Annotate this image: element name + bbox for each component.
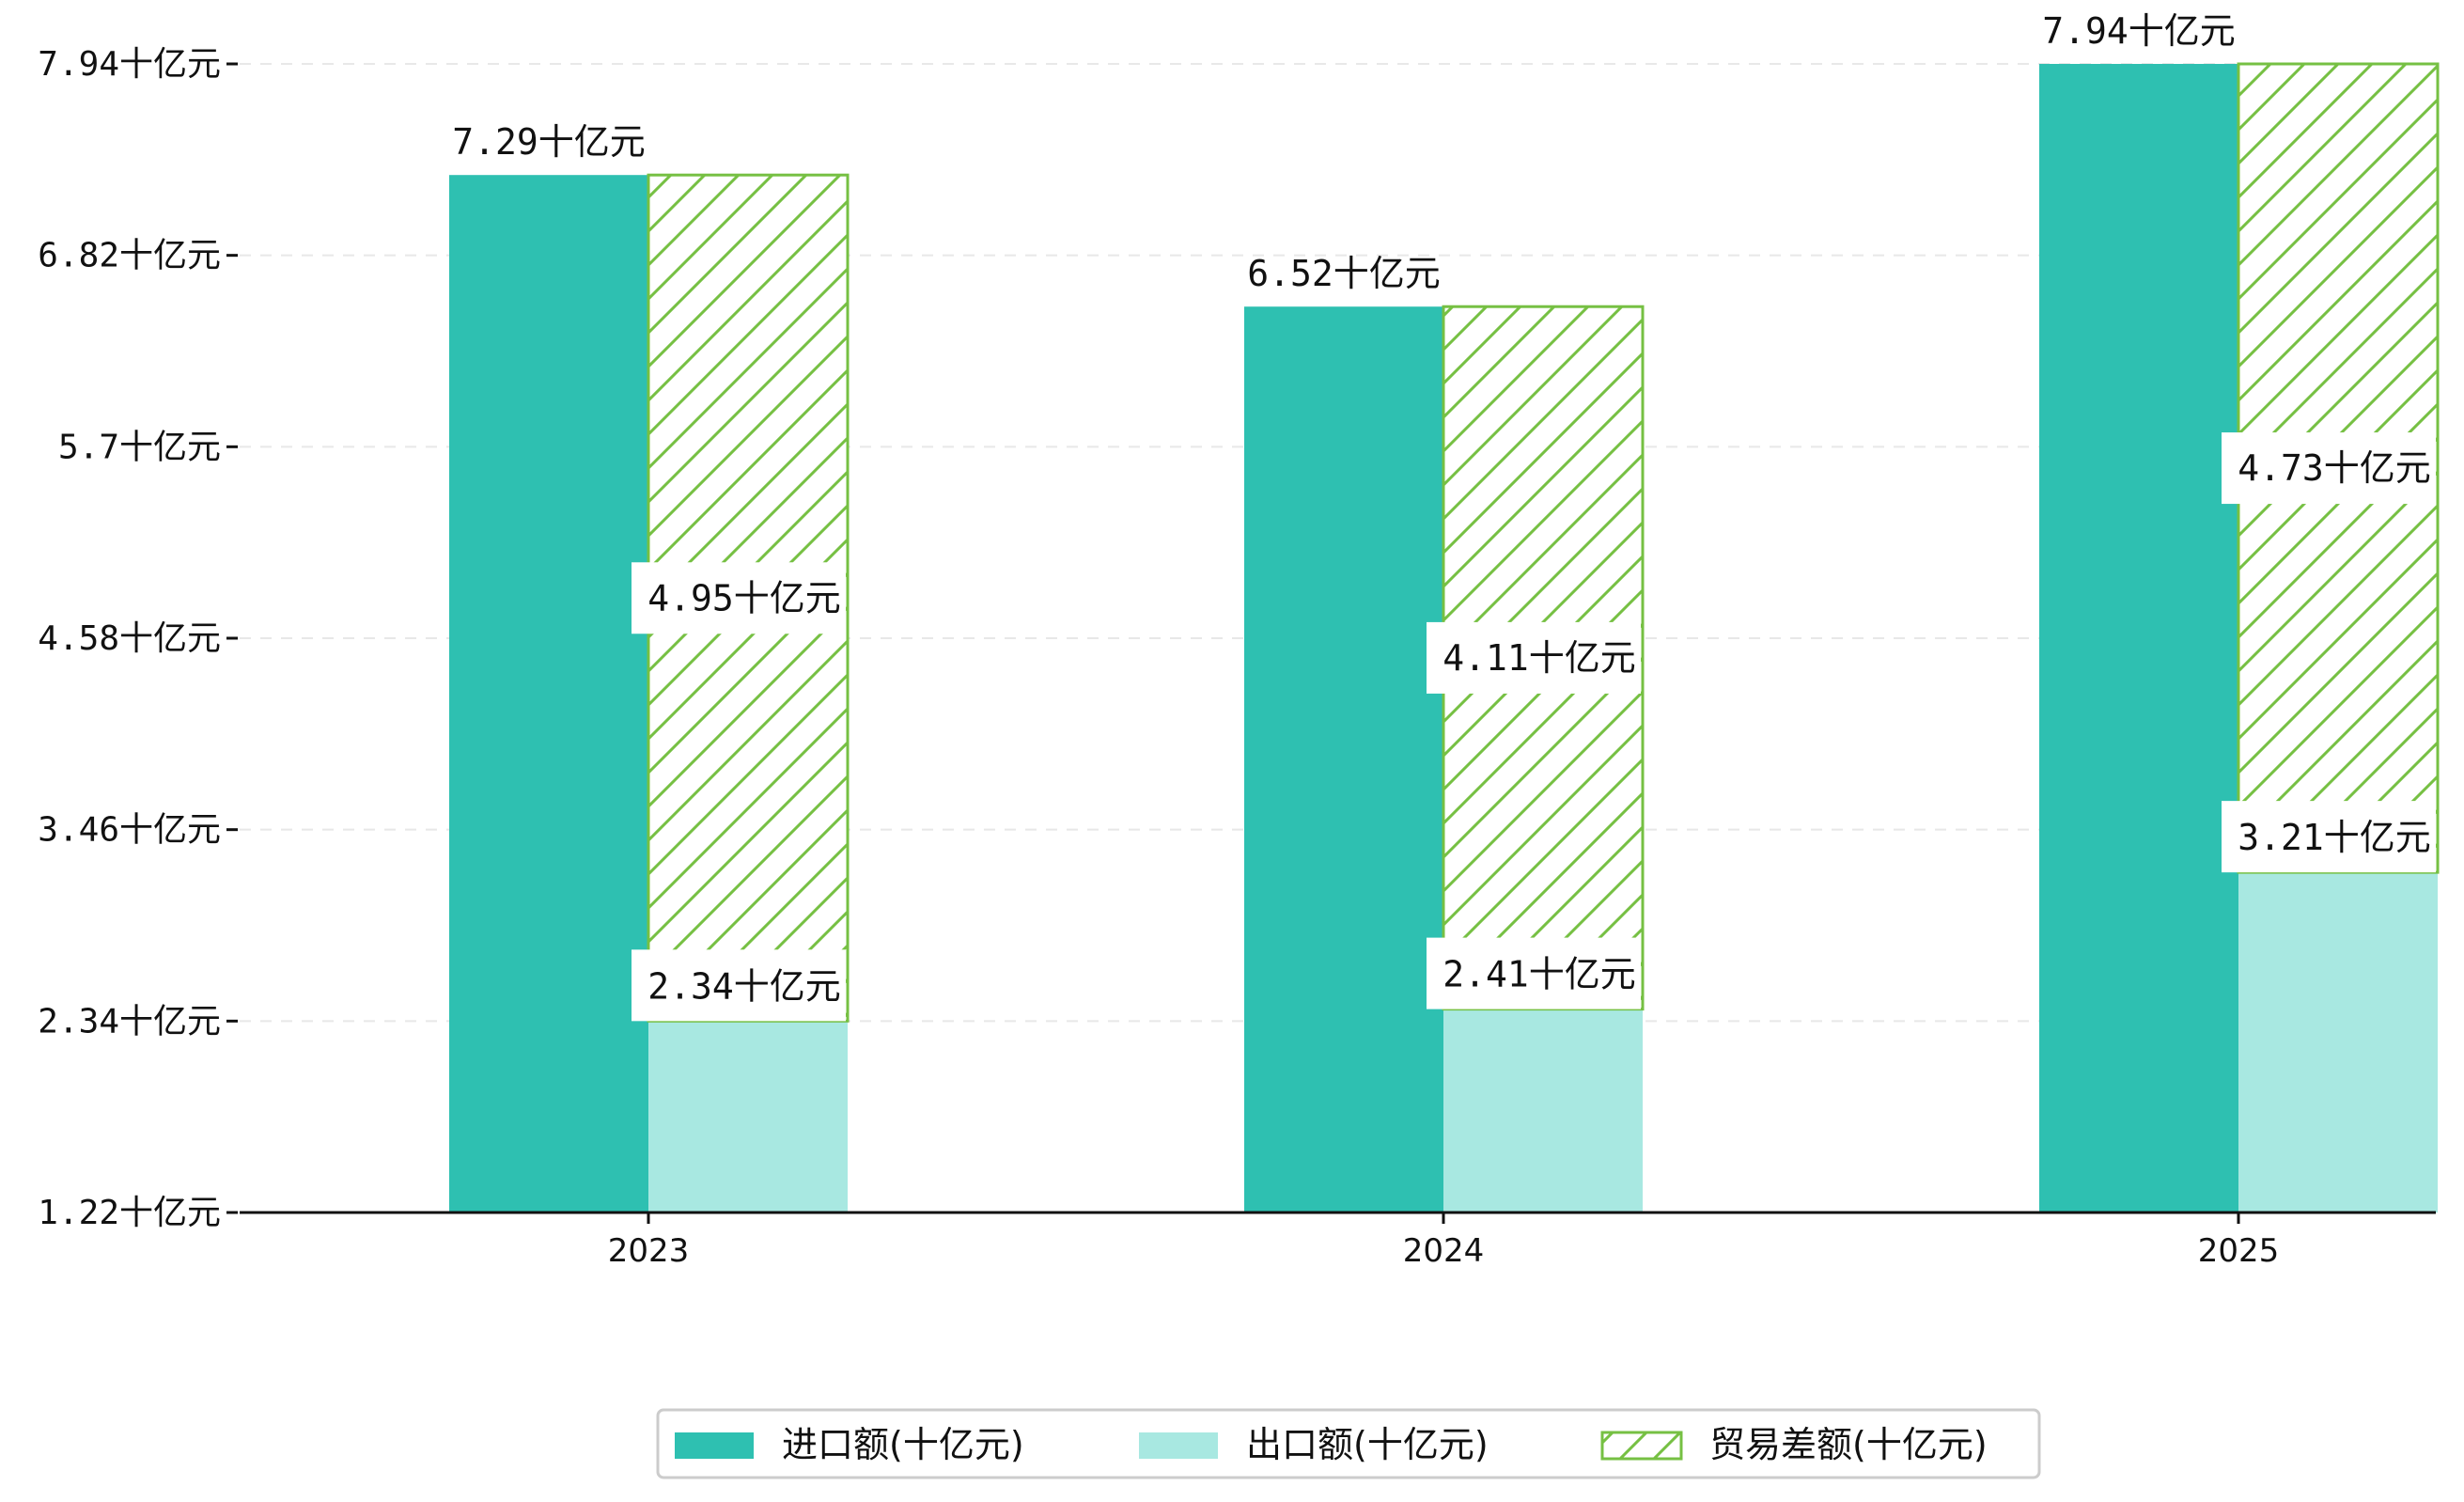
y-tick-label: 2.34十亿元 bbox=[38, 1002, 221, 1040]
bar-import bbox=[1244, 306, 1443, 1213]
data-label-export: 2.34十亿元 bbox=[647, 965, 841, 1007]
legend-swatch bbox=[1600, 1431, 1683, 1461]
bar-export bbox=[1443, 1009, 1643, 1213]
legend-label: 出口额(十亿元) bbox=[1246, 1424, 1489, 1465]
label-box bbox=[2222, 801, 2436, 873]
label-box bbox=[632, 562, 846, 634]
x-tick-label: 2024 bbox=[1403, 1232, 1485, 1270]
x-tick-label: 2023 bbox=[608, 1232, 690, 1270]
data-label-import: 7.94十亿元 bbox=[2042, 10, 2236, 52]
y-tick-label: 1.22十亿元 bbox=[38, 1194, 221, 1232]
y-tick-label: 7.94十亿元 bbox=[38, 45, 221, 84]
y-tick-label: 3.46十亿元 bbox=[38, 811, 221, 850]
bar-import bbox=[449, 175, 648, 1213]
bar-import bbox=[2039, 64, 2238, 1213]
data-label-balance: 4.73十亿元 bbox=[2238, 447, 2431, 489]
x-tick-label: 2025 bbox=[2198, 1232, 2280, 1270]
data-label-balance: 4.11十亿元 bbox=[1443, 637, 1636, 679]
legend-label: 进口额(十亿元) bbox=[782, 1424, 1024, 1465]
label-box bbox=[2222, 432, 2436, 505]
legend-label: 贸易差额(十亿元) bbox=[1709, 1424, 1988, 1465]
data-label-export: 3.21十亿元 bbox=[2238, 817, 2431, 858]
legend-swatch bbox=[675, 1432, 754, 1459]
axis-layer: 1.22十亿元 2.34十亿元 3.46十亿元 4.58十亿元 5.7十亿元 6.82十亿… bbox=[38, 45, 2436, 1270]
bar-export bbox=[2238, 872, 2438, 1213]
y-tick-label: 4.58十亿元 bbox=[38, 619, 221, 658]
label-box bbox=[632, 949, 846, 1022]
label-box bbox=[1427, 937, 1641, 1009]
data-label-export: 2.41十亿元 bbox=[1443, 954, 1636, 995]
bar-export bbox=[648, 1021, 848, 1213]
y-tick-label: 6.82十亿元 bbox=[38, 237, 221, 275]
data-label-import: 6.52十亿元 bbox=[1247, 253, 1441, 294]
data-label-balance: 4.95十亿元 bbox=[647, 577, 841, 618]
legend-frame bbox=[656, 1408, 2041, 1479]
data-label-import: 7.29十亿元 bbox=[452, 121, 646, 163]
y-tick-label: 5.7十亿元 bbox=[58, 428, 221, 466]
legend-swatch bbox=[1139, 1432, 1218, 1459]
label-layer: 7.29十亿元 2.34十亿元 4.95十亿元 6.52十亿元 2.41十亿元 4.11十… bbox=[452, 10, 2436, 1022]
legend: 进口额(十亿元) 出口额(十亿元) 贸易差额(十亿元) bbox=[656, 1408, 2041, 1479]
label-box bbox=[1427, 621, 1641, 694]
